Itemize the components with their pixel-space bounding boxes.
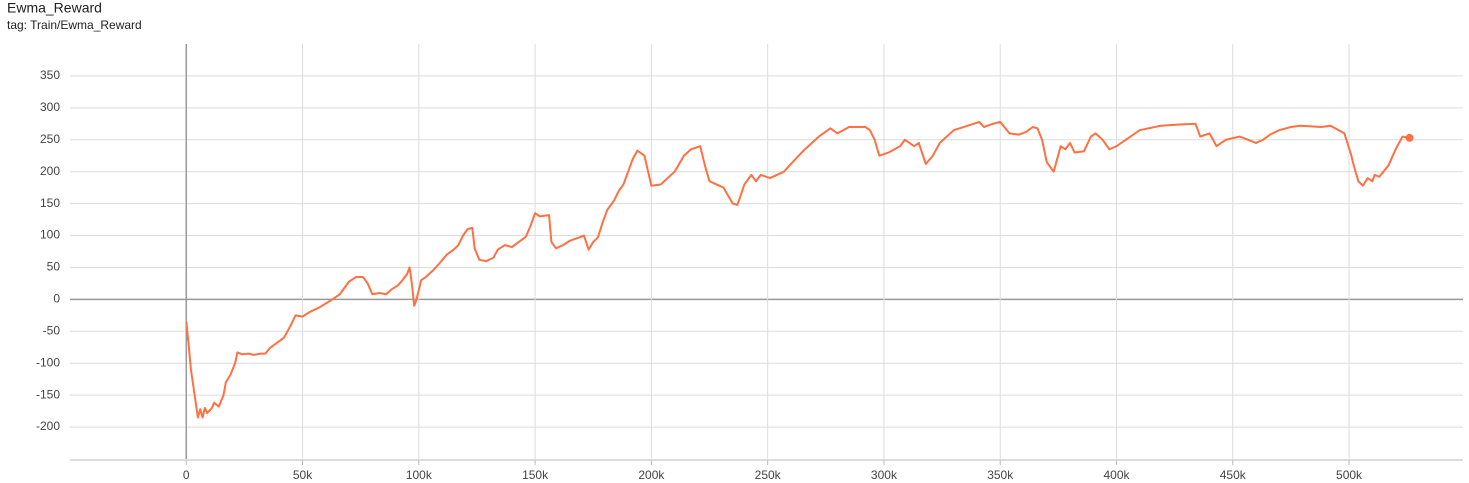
y-tick-label: 0 [53, 292, 60, 306]
y-tick-label: 250 [40, 132, 60, 146]
x-tick-label: 400k [1103, 468, 1130, 482]
y-tick-label: 100 [40, 228, 60, 242]
y-tick-label: -150 [36, 387, 60, 401]
y-tick-label: -100 [36, 355, 60, 369]
x-tick-label: 100k [406, 468, 433, 482]
x-tick-label: 50k [293, 468, 313, 482]
x-tick-label: 250k [755, 468, 782, 482]
x-tick-label: 350k [987, 468, 1014, 482]
y-tick-label: 50 [47, 260, 61, 274]
y-tick-label: 350 [40, 68, 60, 82]
x-tick-label: 0 [183, 468, 190, 482]
y-tick-label: -200 [36, 419, 60, 433]
plot [185, 120, 1414, 419]
x-tick-label: 150k [522, 468, 549, 482]
chart-title: Ewma_Reward [7, 0, 102, 16]
y-tick-label: -50 [43, 323, 61, 337]
grid [70, 44, 1463, 465]
x-tick-label: 500k [1336, 468, 1363, 482]
y-tick-label: 300 [40, 100, 60, 114]
x-tick-label: 200k [638, 468, 665, 482]
x-tick-label: 450k [1220, 468, 1247, 482]
y-tick-label: 200 [40, 164, 60, 178]
y-tick-label: 150 [40, 196, 60, 210]
chart-subtitle: tag: Train/Ewma_Reward [7, 18, 142, 32]
last-point [1405, 133, 1414, 142]
data-line [185, 120, 1410, 419]
x-tick-label: 300k [871, 468, 898, 482]
